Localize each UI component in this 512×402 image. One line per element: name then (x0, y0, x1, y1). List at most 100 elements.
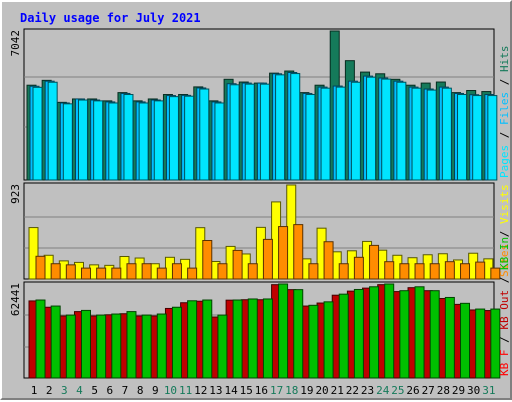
bar-sites-12 (202, 240, 213, 280)
x-tick-label: 20 (315, 384, 328, 397)
bar-sites-10 (171, 263, 182, 280)
bar-pages-3 (62, 103, 73, 181)
legend-entry: Pages (498, 145, 511, 178)
x-tick-label: 26 (406, 384, 419, 397)
x-tick-label: 28 (437, 384, 450, 397)
bar-kb-in-26 (414, 286, 425, 379)
legend-entry: Visits (498, 184, 511, 224)
bar-visits-1 (28, 227, 39, 280)
bar-sites-4 (80, 267, 91, 280)
x-tick-label: 17 (270, 384, 283, 397)
bar-pages-14 (229, 84, 240, 181)
bar-pages-4 (77, 99, 88, 181)
bar-kb-in-6 (111, 313, 122, 379)
legend-entry: / (498, 270, 511, 290)
y-axis-labels: 7042 923 62441 (9, 30, 22, 316)
bar-kb-in-31 (490, 308, 501, 379)
bar-pages-2 (47, 81, 58, 181)
bar-sites-7 (126, 263, 137, 280)
top-panel (23, 28, 498, 181)
bar-kb-in-10 (171, 306, 182, 379)
bar-kb-in-8 (141, 314, 152, 379)
bar-sites-28 (444, 261, 455, 280)
x-tick-label: 8 (137, 384, 144, 397)
bar-kb-in-1 (35, 299, 46, 379)
bar-sites-30 (475, 261, 486, 280)
bar-sites-15 (247, 263, 258, 280)
legend-bottom: KB F / KB Out / KB In (498, 237, 511, 376)
bar-kb-in-15 (247, 298, 258, 379)
x-tick-label: 14 (224, 384, 238, 397)
bar-kb-in-13 (217, 314, 228, 379)
bar-kb-in-9 (156, 313, 167, 379)
bar-sites-11 (187, 267, 198, 280)
legend-entry: / (498, 72, 511, 92)
bar-sites-2 (50, 263, 61, 280)
bar-sites-27 (429, 263, 440, 280)
bar-kb-in-24 (384, 283, 395, 379)
x-tick-label: 4 (76, 384, 83, 397)
x-tick-label: 22 (346, 384, 359, 397)
bar-kb-in-16 (262, 298, 273, 379)
legend-entry: / (498, 224, 511, 244)
bar-sites-14 (232, 249, 243, 280)
bar-pages-31 (487, 95, 498, 181)
bar-kb-in-25 (399, 290, 410, 379)
bar-kb-in-3 (65, 314, 76, 379)
legend-entry: Hits (498, 46, 511, 73)
x-tick-label: 3 (61, 384, 68, 397)
bar-sites-29 (460, 263, 471, 280)
legend-top: Pages / Files / Hits (498, 46, 511, 179)
bar-sites-24 (384, 261, 395, 280)
bar-kb-in-7 (126, 311, 137, 379)
y-max-label: 7042 (9, 30, 22, 57)
bar-sites-5 (96, 267, 107, 280)
bar-sites-18 (293, 224, 304, 280)
bar-pages-29 (457, 94, 468, 181)
y-max-label: 923 (9, 184, 22, 204)
legend-middle: Sites / Visits (498, 184, 511, 277)
legend-entry: Files (498, 92, 511, 125)
legend-entry: / (498, 125, 511, 145)
bar-kb-in-23 (369, 286, 380, 379)
bar-pages-30 (472, 95, 483, 181)
x-tick-label: 25 (391, 384, 404, 397)
bar-kb-in-29 (460, 302, 471, 379)
bar-sites-17 (278, 226, 289, 280)
bar-kb-in-30 (475, 308, 486, 379)
bar-kb-in-12 (202, 299, 213, 379)
bar-pages-25 (396, 81, 407, 181)
bar-sites-8 (141, 263, 152, 280)
bar-pages-6 (108, 102, 119, 181)
x-tick-label: 6 (106, 384, 113, 397)
bar-sites-6 (111, 267, 122, 280)
x-tick-label: 5 (91, 384, 98, 397)
bar-pages-15 (244, 83, 255, 181)
bar-pages-18 (290, 73, 301, 181)
x-tick-label: 15 (240, 384, 253, 397)
bar-sites-1 (35, 255, 46, 280)
bar-pages-27 (426, 89, 437, 181)
bar-pages-21 (335, 86, 346, 181)
bar-sites-3 (65, 264, 76, 280)
x-tick-label: 30 (467, 384, 480, 397)
bar-kb-in-5 (96, 314, 107, 379)
bar-pages-24 (381, 78, 392, 181)
x-tick-label: 18 (285, 384, 298, 397)
bar-sites-19 (308, 263, 319, 280)
bar-pages-26 (411, 87, 422, 181)
bar-kb-in-11 (187, 300, 198, 379)
bar-kb-in-27 (429, 290, 440, 379)
legend-entry: KB In (498, 237, 511, 270)
bar-sites-31 (490, 267, 501, 280)
x-tick-label: 11 (179, 384, 192, 397)
bar-kb-in-2 (50, 305, 61, 379)
legend-entry: Sites (498, 244, 511, 277)
y-max-label: 62441 (9, 283, 22, 316)
bar-pages-13 (214, 102, 225, 181)
bar-sites-26 (414, 263, 425, 280)
bar-pages-28 (441, 87, 452, 181)
bar-kb-in-21 (338, 293, 349, 379)
bar-kb-in-22 (353, 288, 364, 379)
